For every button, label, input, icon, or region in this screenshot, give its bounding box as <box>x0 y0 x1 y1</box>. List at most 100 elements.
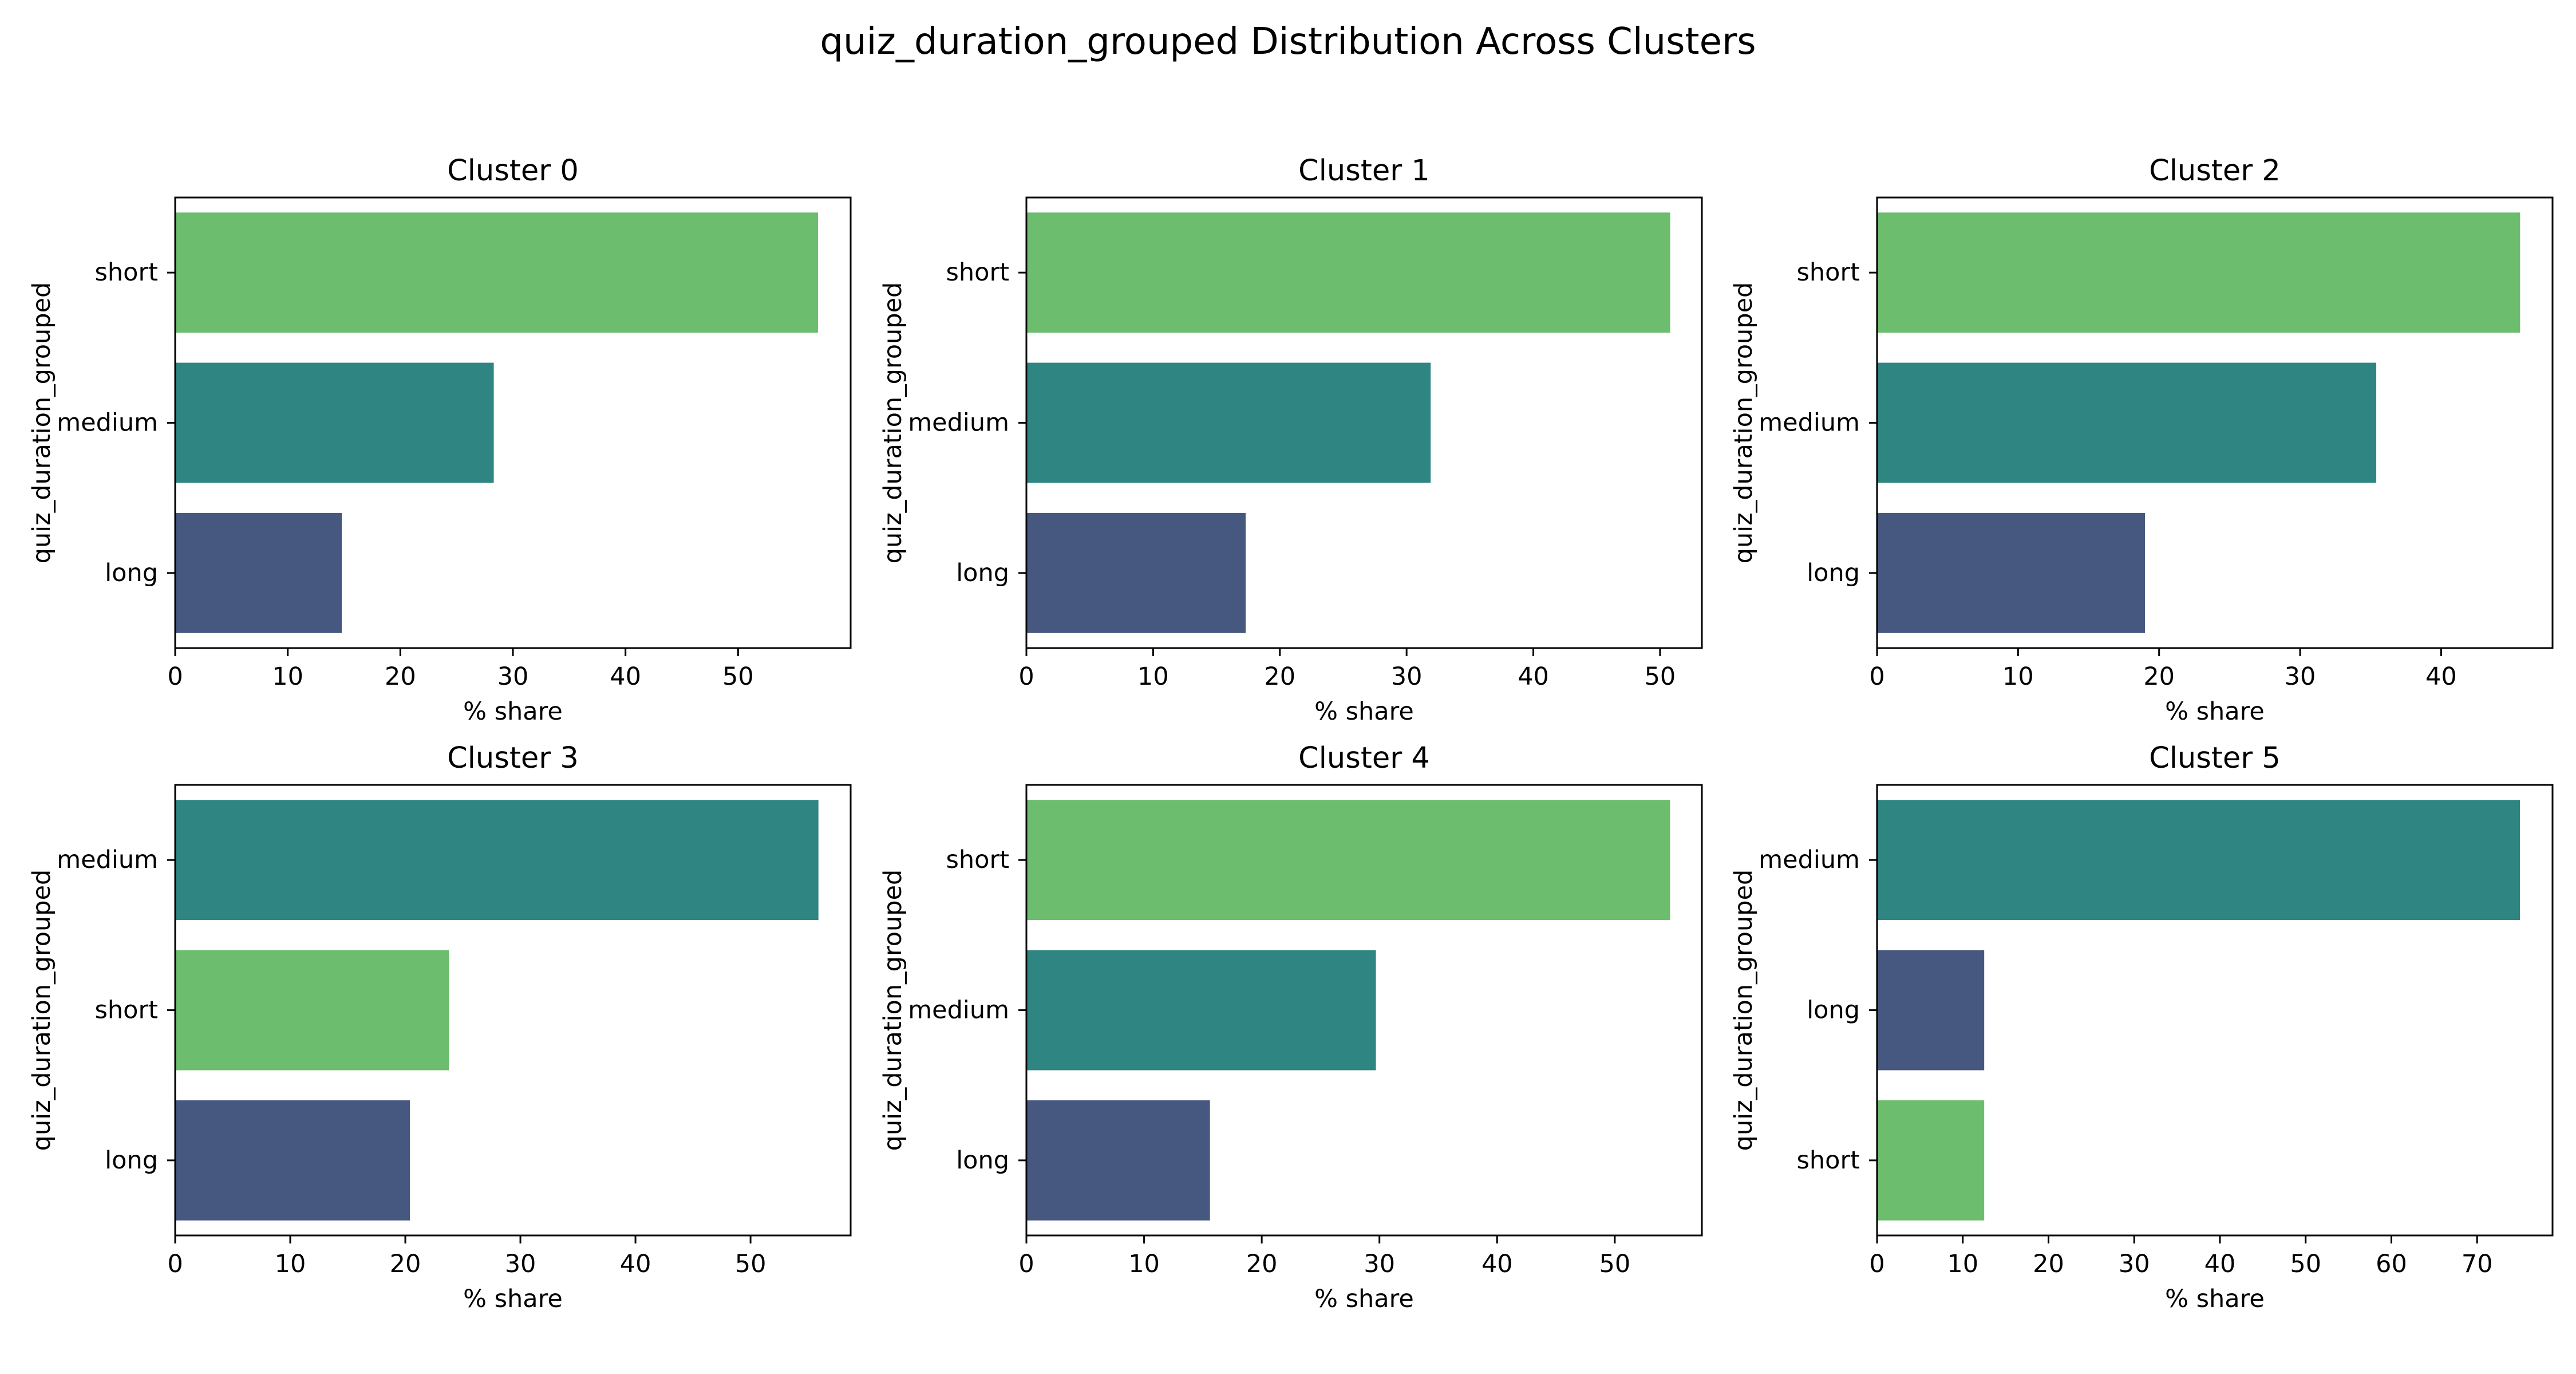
x-tick-label-30: 30 <box>1391 662 1423 691</box>
subplot-cluster-2: short medium long 0 10 20 30 40 Cluster 2 % share… <box>1729 154 2554 726</box>
subplot-title: Cluster 2 <box>2149 154 2281 188</box>
subplot-cluster-0: short medium long 0 10 20 30 40 50 Cluster 0 % sha… <box>27 154 852 726</box>
bar-long <box>1026 1100 1210 1221</box>
x-tick-label-40: 40 <box>2425 662 2457 691</box>
y-tick-label-medium: medium <box>1759 409 1860 437</box>
axes-frame <box>174 784 852 1237</box>
y-tick-label-short: short <box>94 258 158 287</box>
subplot-title: Cluster 5 <box>2149 741 2281 775</box>
y-tick-label-medium: medium <box>1759 846 1860 874</box>
bar-medium <box>175 362 494 483</box>
x-tick-label-40: 40 <box>610 662 641 691</box>
y-tick-label-short: short <box>1796 258 1860 287</box>
x-tick-label-0: 0 <box>167 1250 183 1278</box>
x-tick-label-10: 10 <box>2002 662 2034 691</box>
axes-frame <box>174 196 852 649</box>
y-axis-label: quiz_duration_grouped <box>879 282 907 564</box>
x-tick-label-40: 40 <box>1518 662 1549 691</box>
bar-long <box>1877 950 1985 1071</box>
x-tick-label-30: 30 <box>2119 1250 2150 1278</box>
subplot-title: Cluster 1 <box>1298 154 1430 188</box>
y-axis-label: quiz_duration_grouped <box>879 870 907 1151</box>
x-tick-label-0: 0 <box>167 662 183 691</box>
figure-title: quiz_duration_grouped Distribution Acros… <box>820 21 1756 63</box>
axes-frame <box>1876 196 2554 649</box>
x-tick-label-20: 20 <box>2143 662 2175 691</box>
y-tick-label-medium: medium <box>908 409 1009 437</box>
x-tick-label-10: 10 <box>1128 1250 1160 1278</box>
x-tick-label-20: 20 <box>390 1250 421 1278</box>
bar-long <box>175 1100 410 1221</box>
x-tick-label-20: 20 <box>1246 1250 1278 1278</box>
subplot-title: Cluster 4 <box>1298 741 1430 775</box>
bar-short <box>1026 800 1670 921</box>
y-tick-label-long: long <box>105 559 158 587</box>
x-tick-label-0: 0 <box>1869 1250 1884 1278</box>
subplot-title: Cluster 0 <box>447 154 579 188</box>
x-tick-label-10: 10 <box>1947 1250 1978 1278</box>
x-tick-label-30: 30 <box>505 1250 536 1278</box>
bar-long <box>175 512 342 633</box>
y-tick-label-long: long <box>105 1146 158 1175</box>
x-tick-label-20: 20 <box>385 662 416 691</box>
y-tick-label-short: short <box>94 996 158 1025</box>
x-tick-label-70: 70 <box>2462 1250 2493 1278</box>
bar-medium <box>1026 950 1376 1071</box>
bar-short <box>1026 212 1670 333</box>
x-tick-label-10: 10 <box>1137 662 1169 691</box>
bar-medium <box>1026 362 1431 483</box>
x-tick-label-10: 10 <box>275 1250 306 1278</box>
x-axis-label: % share <box>2165 1285 2265 1313</box>
subplot-title: Cluster 3 <box>447 741 579 775</box>
y-tick-label-long: long <box>1807 996 1860 1025</box>
x-tick-label-50: 50 <box>1599 1250 1631 1278</box>
subplot-grid: short medium long 0 10 20 30 40 50 Cluster 0 % sha… <box>27 154 2554 1313</box>
x-tick-label-30: 30 <box>497 662 529 691</box>
subplot-cluster-3: medium short long 0 10 20 30 40 50 Cluster 3 % sha… <box>27 741 852 1313</box>
x-tick-label-40: 40 <box>620 1250 651 1278</box>
y-tick-label-long: long <box>956 559 1009 587</box>
x-tick-label-30: 30 <box>2285 662 2316 691</box>
bar-long <box>1026 512 1246 633</box>
y-tick-label-short: short <box>946 846 1009 874</box>
y-tick-label-medium: medium <box>57 409 158 437</box>
y-tick-label-short: short <box>1796 1146 1860 1175</box>
bar-short <box>1877 212 2520 333</box>
x-axis-label: % share <box>1314 1285 1414 1313</box>
bar-short <box>175 212 818 333</box>
x-tick-label-50: 50 <box>735 1250 767 1278</box>
x-tick-label-20: 20 <box>2033 1250 2064 1278</box>
y-tick-label-medium: medium <box>57 846 158 874</box>
x-tick-label-20: 20 <box>1264 662 1295 691</box>
x-tick-label-40: 40 <box>1481 1250 1513 1278</box>
y-axis-label: quiz_duration_grouped <box>27 282 56 564</box>
y-tick-label-medium: medium <box>908 996 1009 1025</box>
x-tick-label-0: 0 <box>1018 1250 1034 1278</box>
x-tick-label-50: 50 <box>1645 662 1676 691</box>
axes-frame <box>1025 784 1703 1237</box>
y-tick-label-long: long <box>1807 559 1860 587</box>
bar-medium <box>1877 362 2377 483</box>
y-axis-label: quiz_duration_grouped <box>27 870 56 1151</box>
x-tick-label-10: 10 <box>272 662 303 691</box>
x-tick-label-0: 0 <box>1869 662 1884 691</box>
subplot-cluster-4: short medium long 0 10 20 30 40 50 Cluster 4 % sha… <box>879 741 1703 1313</box>
bar-long <box>1877 512 2146 633</box>
x-axis-label: % share <box>2165 697 2265 726</box>
bar-short <box>175 950 449 1071</box>
x-tick-label-40: 40 <box>2204 1250 2236 1278</box>
x-tick-label-60: 60 <box>2376 1250 2407 1278</box>
axes-frame <box>1025 196 1703 649</box>
y-axis-label: quiz_duration_grouped <box>1729 870 1758 1151</box>
bar-short <box>1877 1100 1985 1221</box>
x-axis-label: % share <box>463 697 563 726</box>
x-tick-label-50: 50 <box>2290 1250 2321 1278</box>
y-tick-label-short: short <box>946 258 1009 287</box>
x-axis-label: % share <box>463 1285 563 1313</box>
y-axis-label: quiz_duration_grouped <box>1729 282 1758 564</box>
subplot-cluster-5: medium long short 0 10 20 30 40 50 60 70 Cluster 5%… <box>1729 741 2554 1313</box>
x-tick-label-50: 50 <box>722 662 754 691</box>
x-tick-label-0: 0 <box>1018 662 1034 691</box>
y-tick-label-long: long <box>956 1146 1009 1175</box>
